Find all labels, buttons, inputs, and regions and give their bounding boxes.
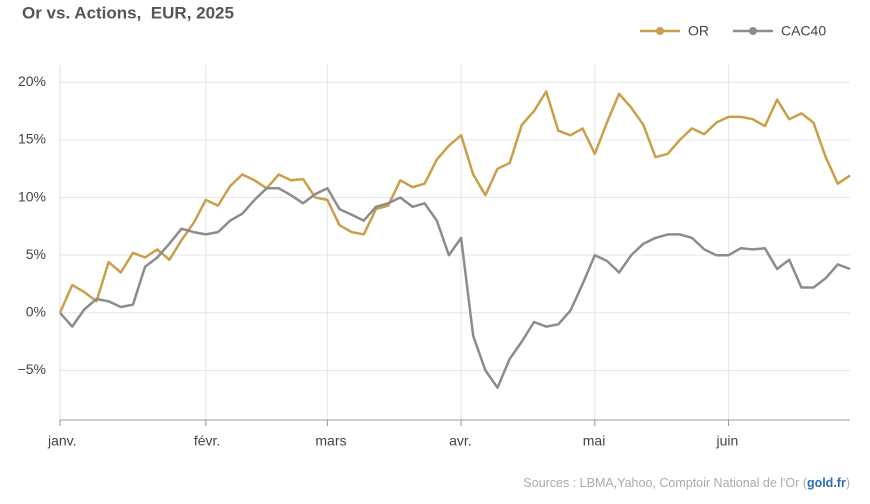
- x-tick-label: mai: [583, 433, 606, 449]
- legend-item: CAC40: [733, 23, 826, 39]
- source-suffix: ): [846, 476, 850, 490]
- legend-label: CAC40: [781, 23, 826, 39]
- legend-marker: [656, 27, 664, 35]
- legend-item: OR: [640, 23, 709, 39]
- chart-title: Or vs. Actions, EUR, 2025: [22, 3, 234, 22]
- legend-label: OR: [688, 23, 709, 39]
- x-tick-label: févr.: [194, 433, 220, 449]
- source-link[interactable]: gold.fr: [807, 476, 846, 490]
- y-tick-label: 5%: [26, 246, 46, 262]
- x-tick-label: janv.: [47, 433, 77, 449]
- y-tick-label: 15%: [18, 131, 46, 147]
- y-tick-label: 20%: [18, 73, 46, 89]
- x-tick-label: juin: [715, 433, 738, 449]
- x-tick-label: avr.: [449, 433, 472, 449]
- y-tick-label: 10%: [18, 188, 46, 204]
- series-line: [58, 90, 851, 314]
- legend-marker: [749, 27, 757, 35]
- source: Sources : LBMA,Yahoo, Comptoir National …: [523, 476, 850, 490]
- x-tick-label: mars: [315, 433, 346, 449]
- series-line: [59, 187, 851, 389]
- source-prefix: Sources : LBMA,Yahoo, Comptoir National …: [523, 476, 807, 490]
- y-tick-label: −5%: [18, 361, 46, 377]
- y-tick-label: 0%: [26, 304, 46, 320]
